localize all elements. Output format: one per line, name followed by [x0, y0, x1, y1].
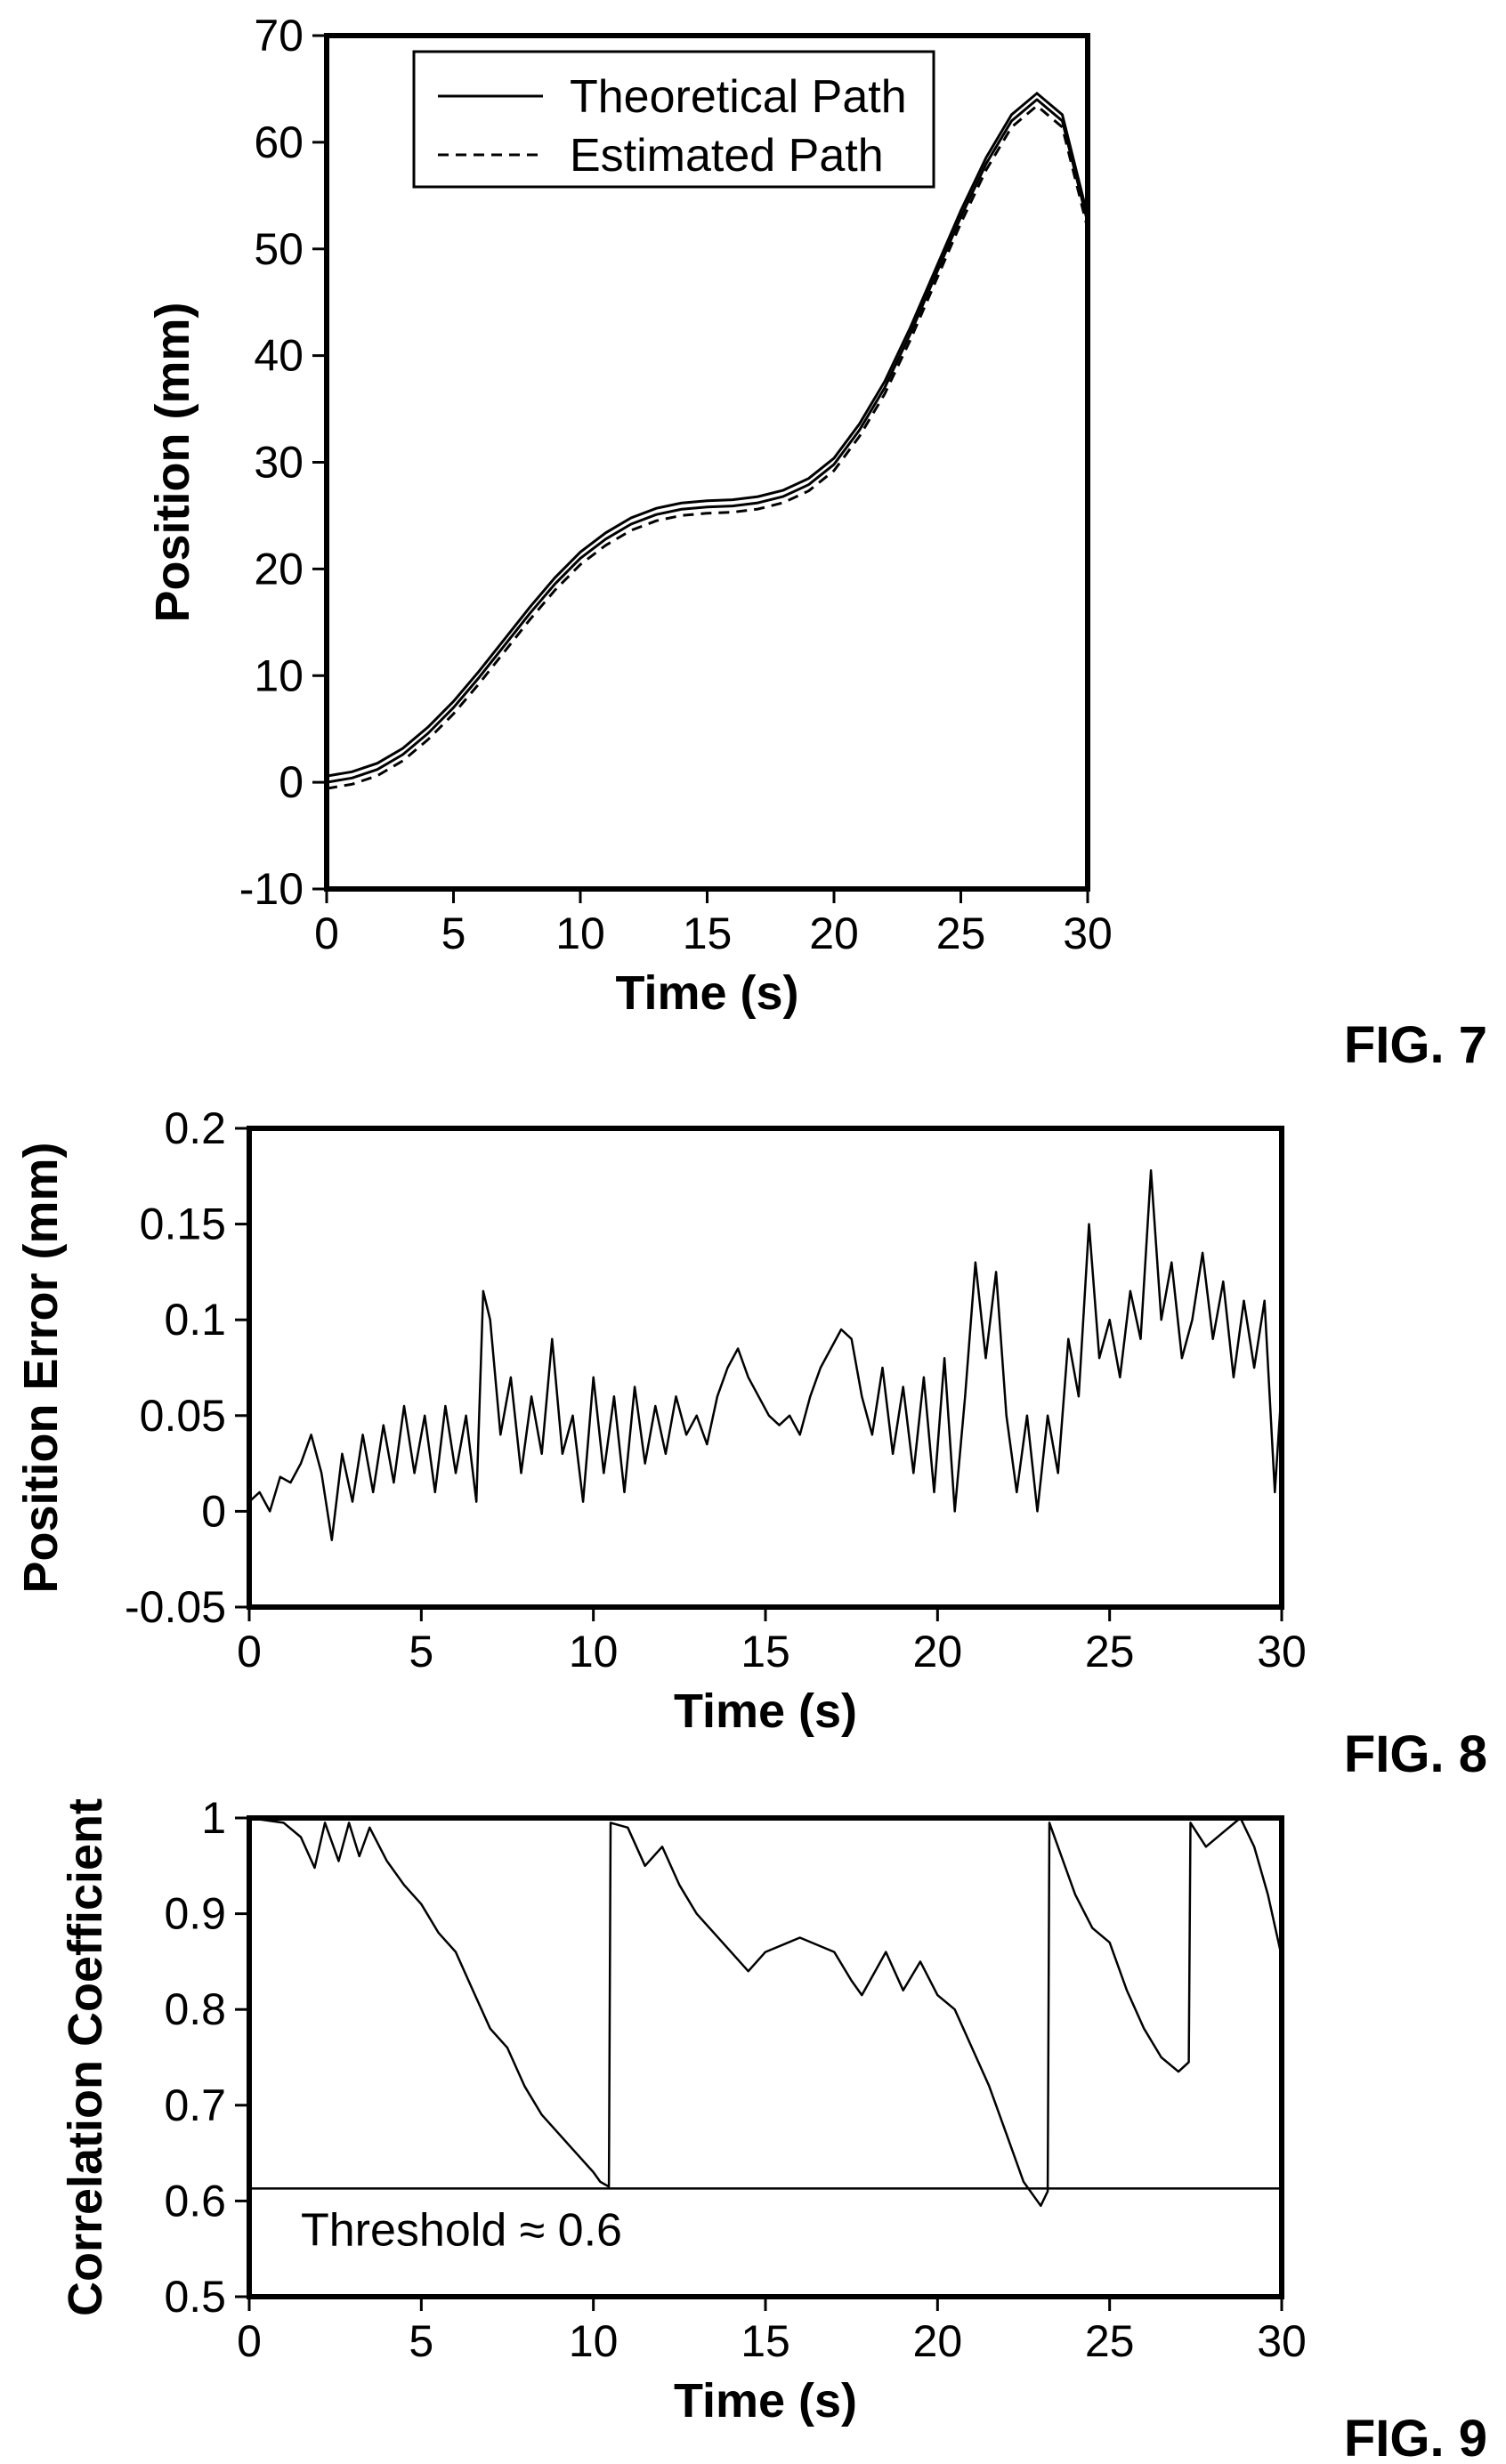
y-axis-label: Correlation Coefficient [59, 1798, 112, 2316]
y-tick-label: 0.15 [140, 1200, 226, 1249]
y-tick-label: 1 [201, 1793, 226, 1843]
x-tick-label: 10 [569, 2316, 619, 2366]
y-tick-label: 50 [254, 224, 304, 274]
y-tick-label: 0.7 [164, 2080, 226, 2130]
series-line-0-edge [327, 91, 1088, 778]
y-tick-label: -0.05 [125, 1582, 226, 1632]
x-tick-label: 25 [1085, 2316, 1135, 2366]
y-tick-label: 0.8 [164, 1984, 226, 2034]
y-axis-label: Position (mm) [146, 303, 199, 623]
x-tick-label: 0 [237, 2316, 262, 2366]
x-axis-label: Time (s) [615, 966, 798, 1020]
figure-label: FIG. 8 [1344, 1725, 1487, 1783]
x-tick-label: 5 [409, 2316, 433, 2366]
y-tick-label: 0.9 [164, 1889, 226, 1939]
legend-label-1: Estimated Path [570, 130, 884, 182]
x-tick-label: 25 [936, 909, 986, 958]
y-tick-label: 60 [254, 117, 304, 167]
y-tick-label: 40 [254, 331, 304, 381]
threshold-annotation: Threshold ≈ 0.6 [301, 2204, 622, 2256]
plot-frame [247, 1126, 1284, 1610]
figure-label: FIG. 7 [1344, 1016, 1487, 1074]
y-tick-label: 0 [279, 757, 304, 807]
x-tick-label: 0 [314, 909, 339, 958]
x-tick-label: 25 [1085, 1627, 1135, 1676]
y-tick-label: 70 [254, 11, 304, 61]
y-tick-label: 0.6 [164, 2176, 226, 2226]
series-line-1 [327, 104, 1088, 790]
x-tick-label: 10 [569, 1627, 619, 1676]
figure-label: FIG. 9 [1344, 2410, 1487, 2464]
x-axis-label: Time (s) [674, 1684, 857, 1738]
x-tick-label: 20 [809, 909, 859, 958]
y-tick-label: -10 [239, 864, 304, 914]
series-line-0 [249, 1169, 1282, 1541]
y-tick-label: 0.1 [164, 1295, 226, 1345]
x-tick-label: 0 [237, 1627, 262, 1676]
x-tick-label: 20 [913, 2316, 963, 2366]
x-tick-label: 5 [409, 1627, 433, 1676]
x-tick-label: 15 [741, 1627, 790, 1676]
x-tick-label: 15 [741, 2316, 790, 2366]
y-tick-label: 10 [254, 650, 304, 700]
y-tick-label: 20 [254, 544, 304, 594]
y-tick-label: 0.05 [140, 1391, 226, 1441]
x-tick-label: 20 [913, 1627, 963, 1676]
y-axis-label: Position Error (mm) [14, 1142, 68, 1593]
y-tick-label: 0 [201, 1486, 226, 1536]
x-tick-label: 30 [1257, 2316, 1307, 2366]
y-tick-label: 0.2 [164, 1103, 226, 1153]
series-line-0 [249, 1818, 1282, 2208]
x-tick-label: 10 [555, 909, 605, 958]
x-tick-label: 30 [1063, 909, 1113, 958]
legend-box [412, 50, 935, 189]
x-axis-label: Time (s) [674, 2374, 857, 2428]
y-tick-label: 0.5 [164, 2272, 226, 2322]
x-tick-label: 15 [683, 909, 733, 958]
series-line-0 [327, 98, 1088, 784]
x-tick-label: 5 [441, 909, 466, 958]
y-tick-label: 30 [254, 438, 304, 488]
x-tick-label: 30 [1257, 1627, 1307, 1676]
legend-label-0: Theoretical Path [570, 71, 907, 123]
